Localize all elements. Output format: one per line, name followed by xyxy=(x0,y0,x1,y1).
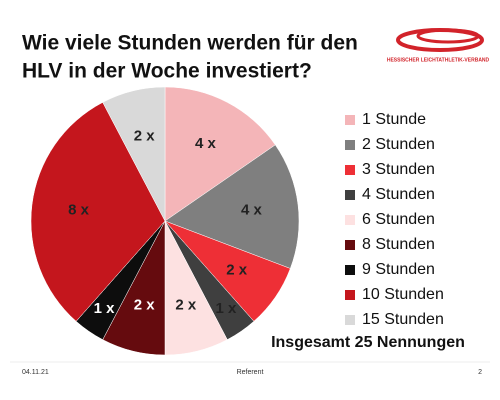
legend-swatch xyxy=(345,240,355,250)
data-label: 4 x xyxy=(241,201,263,218)
legend-swatch xyxy=(345,190,355,200)
legend-label: 15 Stunden xyxy=(362,311,444,328)
pie-slice xyxy=(164,144,300,269)
summary: Insgesamt 25 Nennungen xyxy=(271,334,465,351)
data-label: 2 x xyxy=(134,127,156,144)
legend-swatch xyxy=(345,290,355,300)
footer-date: 04.11.21 xyxy=(22,369,49,376)
legend-label: 2 Stunden xyxy=(362,136,435,153)
title-line: HLV in der Woche investiert? xyxy=(22,60,312,83)
footer-page: 2 xyxy=(478,369,482,376)
legend-label: 3 Stunden xyxy=(362,161,435,178)
pie-slice xyxy=(30,102,166,322)
data-label: 1 x xyxy=(215,300,237,317)
legend-label: 9 Stunden xyxy=(362,261,435,278)
logo-text: HESSISCHER LEICHTATHLETIK-VERBAND xyxy=(387,57,490,63)
legend-label: 6 Stunden xyxy=(362,211,435,228)
footer-center: Referent xyxy=(237,369,264,376)
logo: HESSISCHER LEICHTATHLETIK-VERBAND xyxy=(387,28,490,63)
data-label: 4 x xyxy=(195,135,217,152)
legend-swatch xyxy=(345,265,355,275)
legend-swatch xyxy=(345,115,355,125)
legend-label: 4 Stunden xyxy=(362,186,435,203)
legend-swatch xyxy=(345,165,355,175)
logo-swoosh xyxy=(416,28,480,44)
pie-slice xyxy=(102,86,166,222)
legend-label: 10 Stunden xyxy=(362,286,444,303)
pie-slice xyxy=(164,86,276,222)
title-line: Wie viele Stunden werden für den xyxy=(22,32,358,55)
legend-label: 8 Stunden xyxy=(362,236,435,253)
data-label: 8 x xyxy=(68,201,90,218)
data-label: 2 x xyxy=(226,261,248,278)
legend-swatch xyxy=(345,315,355,325)
legend-label: 1 Stunde xyxy=(362,111,426,128)
data-label: 1 x xyxy=(94,300,116,317)
legend-swatch xyxy=(345,140,355,150)
data-label: 2 x xyxy=(175,297,197,314)
legend-swatch xyxy=(345,215,355,225)
data-label: 2 x xyxy=(134,297,156,314)
